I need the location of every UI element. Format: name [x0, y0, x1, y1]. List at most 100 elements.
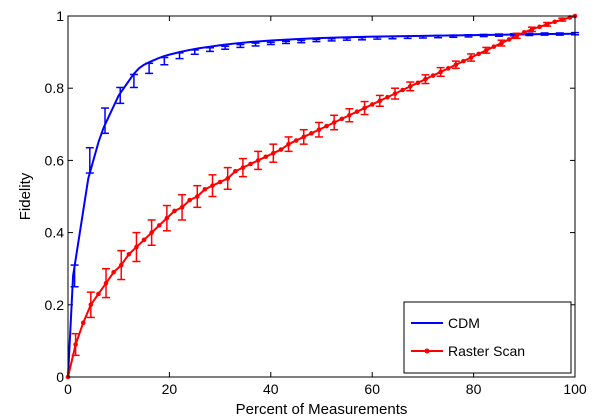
error-bar-cdm — [116, 86, 125, 105]
error-bar-cdm — [312, 38, 321, 43]
data-point-raster-scan — [194, 194, 200, 199]
error-bar-cdm — [297, 39, 306, 44]
data-point-raster-scan — [172, 208, 177, 214]
data-point-raster-scan — [301, 134, 307, 140]
data-point-raster-scan — [506, 37, 512, 42]
error-bar-cdm — [221, 45, 230, 50]
error-bar-cdm — [251, 42, 260, 47]
error-bar-cdm — [418, 35, 427, 39]
data-point-raster-scan — [529, 27, 535, 32]
legend-marker-raster-scan — [424, 348, 430, 354]
error-bar-cdm — [342, 37, 351, 41]
data-point-raster-scan — [263, 154, 269, 160]
series-raster-scan — [65, 13, 578, 380]
error-bar-cdm — [479, 33, 488, 38]
data-point-raster-scan — [217, 179, 223, 185]
data-point-raster-scan — [111, 270, 116, 275]
error-bar-cdm — [555, 32, 564, 36]
data-point-raster-scan — [461, 58, 466, 64]
data-point-raster-scan — [522, 29, 527, 35]
data-point-raster-scan — [187, 197, 192, 203]
data-point-raster-scan — [134, 244, 139, 250]
data-point-raster-scan — [103, 280, 109, 286]
x-tick-label: 100 — [563, 381, 587, 397]
data-point-raster-scan — [483, 47, 489, 53]
error-bar-cdm — [358, 36, 367, 41]
error-bar-cdm — [464, 34, 473, 38]
error-bar-cdm — [129, 73, 138, 89]
data-point-raster-scan — [118, 262, 124, 268]
error-bar-cdm — [190, 49, 199, 56]
data-point-raster-scan — [438, 69, 443, 75]
data-point-raster-scan — [278, 147, 284, 152]
data-point-raster-scan — [430, 73, 436, 78]
error-bar-cdm — [160, 56, 169, 66]
data-point-raster-scan — [80, 320, 86, 326]
error-bar-cdm — [175, 52, 184, 60]
error-bar-cdm — [205, 47, 214, 53]
y-tick-label: 0.6 — [45, 152, 65, 168]
tick-labels: 0 20 40 60 80 100 0 0.2 0.4 0.6 0.8 1 — [45, 8, 587, 397]
data-point-raster-scan — [331, 120, 337, 125]
y-axis-title: Fidelity — [17, 172, 34, 220]
data-point-raster-scan — [156, 223, 162, 228]
legend-label-cdm: CDM — [448, 315, 480, 331]
data-point-raster-scan — [141, 237, 147, 243]
x-axis-title: Percent of Measurements — [236, 401, 408, 418]
data-point-raster-scan — [392, 91, 398, 96]
data-point-raster-scan — [354, 109, 360, 114]
data-point-raster-scan — [233, 168, 238, 174]
data-point-raster-scan — [453, 62, 459, 68]
x-tick-label: 0 — [64, 381, 72, 397]
data-point-raster-scan — [423, 76, 428, 82]
error-bar-cdm — [449, 34, 458, 39]
error-bar-cdm — [327, 37, 336, 42]
data-point-raster-scan — [126, 251, 132, 257]
x-tick-label: 80 — [466, 381, 482, 397]
data-point-raster-scan — [445, 66, 451, 71]
data-point-raster-scan — [544, 22, 550, 27]
data-point-raster-scan — [407, 84, 413, 89]
data-point-raster-scan — [560, 17, 565, 22]
legend: CDM Raster Scan — [403, 301, 572, 374]
data-point-raster-scan — [415, 80, 421, 86]
data-point-raster-scan — [149, 230, 154, 235]
data-point-raster-scan — [377, 98, 383, 104]
data-point-raster-scan — [293, 138, 299, 143]
error-bar-cdm — [373, 36, 382, 40]
data-point-raster-scan — [316, 127, 322, 133]
data-point-raster-scan — [476, 51, 481, 57]
data-point-raster-scan — [537, 24, 542, 30]
data-point-raster-scan — [210, 183, 215, 188]
y-tick-label: 0.4 — [45, 225, 65, 241]
data-point-raster-scan — [271, 150, 276, 156]
data-point-raster-scan — [179, 205, 185, 210]
x-tick-label: 40 — [263, 381, 279, 397]
plot-frame — [67, 15, 576, 378]
data-point-raster-scan — [400, 87, 405, 93]
data-point-raster-scan — [286, 141, 291, 147]
error-bar-cdm — [101, 107, 110, 135]
data-point-raster-scan — [255, 158, 261, 163]
data-point-raster-scan — [339, 116, 345, 122]
legend-label-raster-scan: Raster Scan — [448, 343, 525, 359]
error-bar-cdm — [388, 35, 397, 40]
data-point-raster-scan — [552, 19, 558, 25]
legend-box — [403, 301, 572, 374]
error-bar-cdm — [282, 40, 291, 45]
y-tick-label: 0 — [56, 369, 64, 385]
error-bar-cdm — [85, 147, 94, 174]
error-bar-cdm — [70, 264, 79, 288]
data-point-raster-scan — [347, 112, 352, 118]
y-tick-label: 1 — [56, 8, 64, 24]
error-bar-cdm — [236, 43, 245, 49]
x-tick-label: 20 — [162, 381, 178, 397]
data-point-raster-scan — [362, 105, 367, 111]
x-tick-label: 60 — [364, 381, 380, 397]
data-point-raster-scan — [88, 302, 94, 308]
data-point-raster-scan — [514, 33, 519, 39]
error-bar-cdm — [266, 41, 275, 46]
data-point-raster-scan — [248, 161, 253, 167]
data-point-raster-scan — [73, 342, 78, 347]
